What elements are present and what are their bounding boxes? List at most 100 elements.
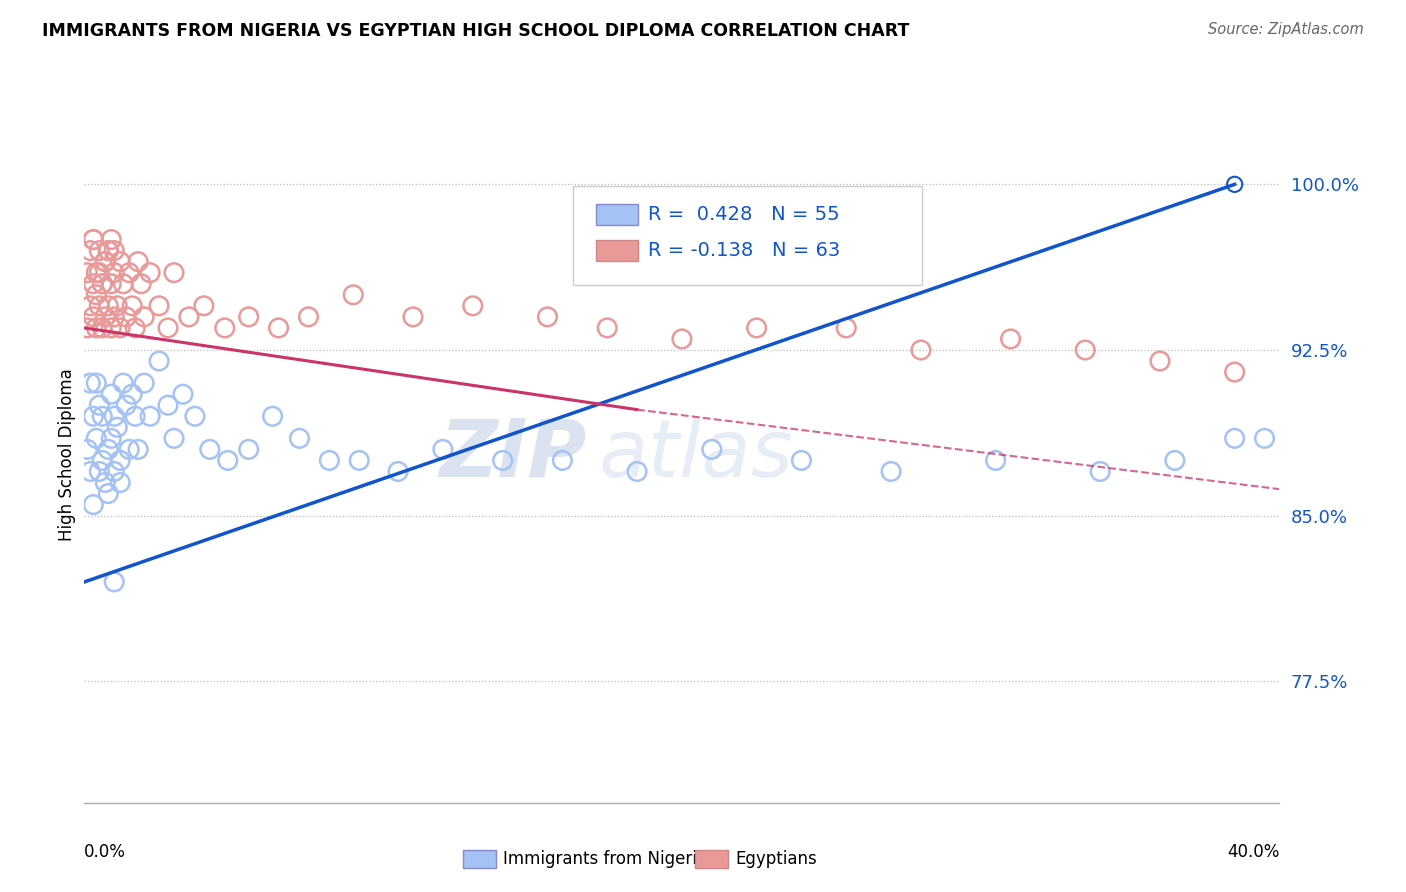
Point <box>89 398 111 412</box>
Point <box>79 465 101 479</box>
Point <box>118 442 141 457</box>
Point <box>214 321 236 335</box>
Point <box>139 266 162 280</box>
Point <box>148 299 170 313</box>
Point <box>880 465 903 479</box>
Point <box>91 277 114 291</box>
Text: R =  0.428   N = 55: R = 0.428 N = 55 <box>648 205 839 224</box>
Point <box>139 409 162 424</box>
Point <box>596 321 619 335</box>
Point <box>94 475 117 490</box>
Point <box>432 442 454 457</box>
Point <box>100 387 122 401</box>
Point <box>132 310 156 324</box>
Point <box>103 465 125 479</box>
Point <box>94 310 117 324</box>
Point <box>79 376 101 391</box>
Point <box>127 254 149 268</box>
Point <box>91 453 114 467</box>
Point <box>76 321 98 335</box>
Point <box>163 431 186 445</box>
Point <box>129 277 152 291</box>
Point <box>89 244 111 258</box>
Point <box>148 354 170 368</box>
Point <box>103 266 125 280</box>
Point <box>86 376 108 391</box>
Point <box>1088 465 1111 479</box>
Point <box>86 321 108 335</box>
Point <box>110 475 132 490</box>
Point <box>790 453 813 467</box>
Point <box>157 321 180 335</box>
Point <box>100 431 122 445</box>
Point <box>910 343 932 357</box>
Point <box>157 398 180 412</box>
Text: ZIP: ZIP <box>439 416 586 494</box>
Point <box>626 465 648 479</box>
Point <box>193 299 215 313</box>
Point <box>349 453 371 467</box>
Point <box>86 431 108 445</box>
Point <box>82 277 104 291</box>
Point <box>172 387 194 401</box>
Point <box>1223 431 1246 445</box>
Point <box>91 321 114 335</box>
Point <box>1149 354 1171 368</box>
Point <box>112 277 135 291</box>
Point <box>105 420 128 434</box>
Point <box>163 266 186 280</box>
Point <box>112 376 135 391</box>
Point <box>91 277 114 291</box>
Point <box>103 310 125 324</box>
Point <box>105 299 128 313</box>
Point <box>86 287 108 301</box>
Point <box>551 453 574 467</box>
Point <box>184 409 207 424</box>
Point <box>492 453 515 467</box>
Text: R = -0.138   N = 63: R = -0.138 N = 63 <box>648 241 839 260</box>
Text: Egyptians: Egyptians <box>735 850 817 868</box>
Point <box>1253 431 1275 445</box>
Point <box>700 442 723 457</box>
Point <box>984 453 1007 467</box>
Point <box>103 409 125 424</box>
Point <box>115 310 138 324</box>
Point <box>76 266 98 280</box>
Point <box>97 244 120 258</box>
Text: atlas: atlas <box>599 416 793 494</box>
Point <box>82 498 104 512</box>
Point <box>100 321 122 335</box>
Point <box>103 574 125 589</box>
Point <box>89 299 111 313</box>
Point <box>86 266 108 280</box>
Text: Immigrants from Nigeria: Immigrants from Nigeria <box>503 850 707 868</box>
Text: IMMIGRANTS FROM NIGERIA VS EGYPTIAN HIGH SCHOOL DIPLOMA CORRELATION CHART: IMMIGRANTS FROM NIGERIA VS EGYPTIAN HIGH… <box>42 22 910 40</box>
Point <box>267 321 290 335</box>
Point <box>262 409 284 424</box>
Point <box>1074 343 1097 357</box>
Point <box>297 310 319 324</box>
Point <box>100 277 122 291</box>
Point <box>110 254 132 268</box>
Point <box>1223 178 1246 192</box>
Point <box>124 321 146 335</box>
Point <box>110 453 132 467</box>
Point <box>115 398 138 412</box>
Point <box>97 299 120 313</box>
Point <box>91 409 114 424</box>
Text: 40.0%: 40.0% <box>1227 843 1279 861</box>
Point <box>94 254 117 268</box>
Point <box>121 299 143 313</box>
Point <box>198 442 221 457</box>
Point <box>79 299 101 313</box>
Point <box>217 453 239 467</box>
Point <box>1223 365 1246 379</box>
Point <box>238 442 260 457</box>
Point <box>89 266 111 280</box>
Point <box>97 244 120 258</box>
Point <box>103 244 125 258</box>
Point <box>238 310 260 324</box>
Point <box>288 431 311 445</box>
Point <box>76 442 98 457</box>
Point <box>835 321 858 335</box>
